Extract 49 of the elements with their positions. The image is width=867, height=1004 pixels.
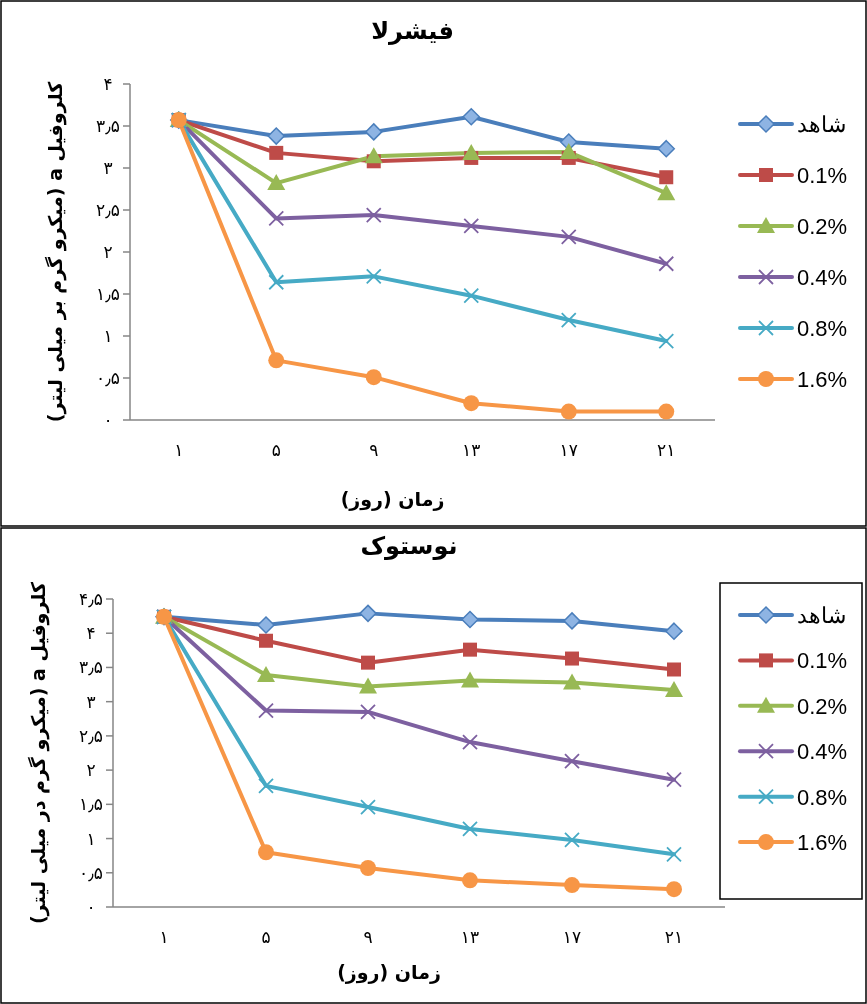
legend-label: 0.2% <box>797 214 848 239</box>
legend-label: شاهد <box>797 603 846 628</box>
y-tick-label: ۴٫۵ <box>79 589 103 609</box>
y-tick-label: ۱ <box>103 326 113 346</box>
x-tick-label: ۱۷ <box>559 440 578 460</box>
y-tick-label: ۱٫۵ <box>96 284 120 304</box>
x-tick-label: ۹ <box>363 927 373 947</box>
y-tick-label: ۲٫۵ <box>79 725 103 746</box>
legend-label: 0.8% <box>797 784 848 810</box>
legend-label: 0.4% <box>797 739 848 765</box>
y-tick-label: ۲ <box>86 760 96 781</box>
x-axis-title: زمان (روز) <box>340 488 445 511</box>
legend-label: 1.6% <box>797 830 848 856</box>
x-axis-title: زمان (روز) <box>337 961 441 984</box>
y-tick-label: ۲٫۵ <box>96 200 120 220</box>
x-tick-label: ۵ <box>271 440 281 460</box>
legend-label: 1.6% <box>797 367 848 392</box>
x-tick-label: ۱۳ <box>460 927 480 947</box>
y-tick-label: ۴ <box>103 74 113 94</box>
y-tick-label: ۳ <box>86 691 96 712</box>
y-tick-label: ۰٫۵ <box>96 368 120 388</box>
x-tick-label: ۱۷ <box>562 927 582 947</box>
x-tick-label: ۱۳ <box>462 440 481 460</box>
chart-title: فیشرلا <box>371 17 454 45</box>
x-tick-label: ۵ <box>261 927 271 947</box>
x-tick-label: ۹ <box>369 440 379 460</box>
y-tick-label: ۱٫۵ <box>79 794 103 815</box>
y-tick-label: ۱ <box>86 828 96 849</box>
y-tick-label: ۰ <box>103 410 113 430</box>
y-tick-label: ۰ <box>86 897 96 917</box>
x-tick-label: ۲۱ <box>664 927 684 947</box>
y-tick-label: ۰٫۵ <box>79 862 103 883</box>
legend-label: شاهد <box>797 112 846 137</box>
y-tick-label: ۳٫۵ <box>96 116 120 136</box>
x-tick-label: ۲۱ <box>657 440 676 460</box>
legend-label: 0.4% <box>797 265 848 290</box>
y-axis-title: کلروفیل a (میکرو گرم در میلی لیتر) <box>27 580 50 925</box>
y-tick-label: ۴ <box>86 623 96 644</box>
x-tick-label: ۱ <box>159 927 169 947</box>
legend-label: 0.8% <box>797 316 848 341</box>
legend-label: 0.1% <box>797 163 848 188</box>
y-tick-label: ۲ <box>103 242 113 262</box>
legend-label: 0.1% <box>797 648 848 674</box>
y-tick-label: ۳٫۵ <box>79 657 103 678</box>
y-axis-title: کلروفیل a (میکرو گرم بر میلی لیتر) <box>44 80 67 423</box>
legend-label: 0.2% <box>797 693 848 719</box>
y-tick-label: ۳ <box>103 158 113 178</box>
chart-title: نوستوک <box>360 532 458 560</box>
x-tick-label: ۱ <box>174 440 184 460</box>
